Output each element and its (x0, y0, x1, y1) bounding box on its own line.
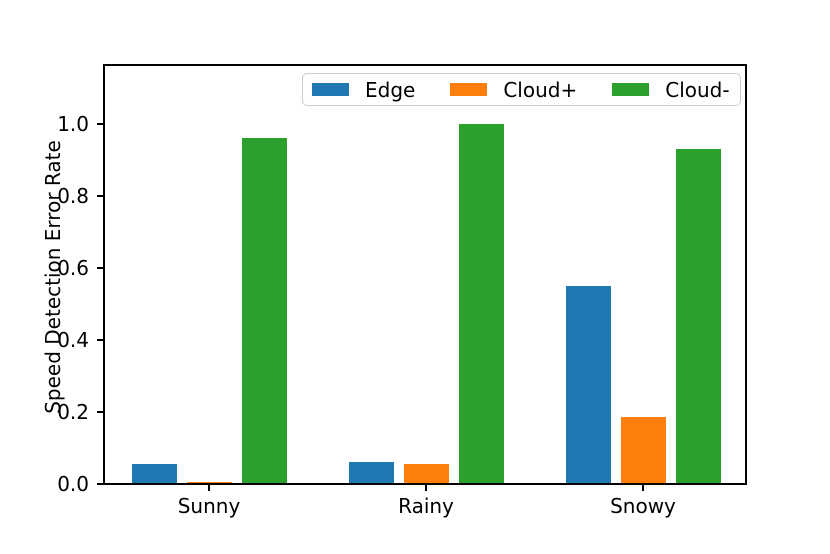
bar-sunny-cloud+ (187, 482, 232, 484)
bar-snowy-cloud+ (621, 417, 666, 484)
y-tick-label: 0.8 (57, 184, 89, 208)
y-tick-mark (97, 195, 103, 197)
legend-swatch-icon (312, 83, 349, 96)
bar-rainy-edge (349, 462, 394, 484)
bar-rainy-cloud+ (404, 464, 449, 484)
legend-swatch-icon (612, 83, 650, 96)
y-tick-mark (97, 483, 103, 485)
legend-swatch-icon (450, 83, 488, 96)
y-tick-label: 0.4 (57, 328, 89, 352)
legend-item-edge: Edge (312, 78, 415, 102)
y-tick-mark (97, 339, 103, 341)
x-tick-label-sunny: Sunny (177, 494, 241, 518)
y-tick-mark (97, 267, 103, 269)
x-tick-mark (208, 485, 210, 491)
legend-item-cloud+: Cloud+ (450, 78, 577, 102)
legend-label: Cloud- (665, 77, 730, 102)
legend-label: Edge (365, 77, 416, 102)
legend-label: Cloud+ (503, 77, 578, 102)
y-tick-label: 0.2 (57, 400, 89, 424)
bar-sunny-edge (132, 464, 177, 484)
bar-rainy-cloud- (459, 124, 504, 484)
y-tick-label: 1.0 (57, 112, 89, 136)
legend: Edge Cloud+ Cloud- (302, 73, 741, 106)
bar-snowy-cloud- (676, 149, 721, 484)
legend-item-cloud-: Cloud- (612, 77, 730, 102)
x-tick-label-snowy: Snowy (610, 494, 676, 518)
bar-sunny-cloud- (242, 138, 287, 484)
x-tick-mark (425, 485, 427, 491)
y-tick-label: 0.0 (57, 472, 89, 496)
x-tick-mark (642, 485, 644, 491)
x-tick-label-rainy: Rainy (398, 494, 454, 518)
y-tick-label: 0.6 (57, 256, 89, 280)
y-tick-mark (97, 411, 103, 413)
y-tick-mark (97, 123, 103, 125)
bar-snowy-edge (566, 286, 611, 484)
